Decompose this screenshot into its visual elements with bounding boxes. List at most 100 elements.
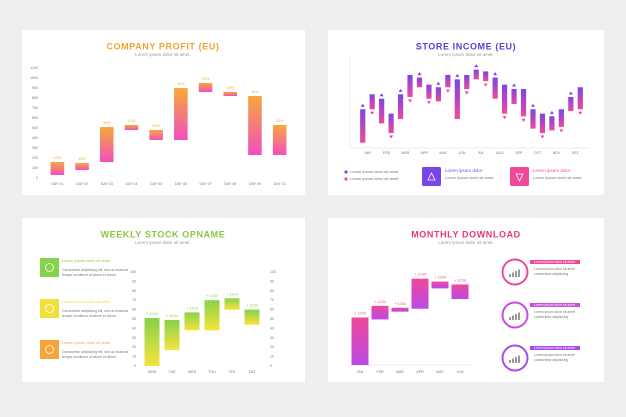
side-title: Lorem ipsum dolor sit amet bbox=[62, 340, 111, 345]
y-tick-label: 60 bbox=[270, 308, 274, 312]
x-tick-label: JUL bbox=[478, 151, 484, 155]
card-text: Lorem ipsum dolor sit amet. bbox=[445, 175, 494, 180]
arrow bbox=[530, 103, 535, 107]
y-tick-label: 70 bbox=[132, 298, 136, 302]
x-tick-label: DAY 10 bbox=[274, 182, 286, 186]
bar bbox=[397, 94, 404, 119]
side-icon-bar bbox=[515, 271, 517, 277]
arrow bbox=[379, 93, 384, 97]
bar bbox=[351, 317, 369, 365]
y-tick-label: 10 bbox=[270, 355, 274, 359]
chart-subtitle: Lorem ipsum dolor sit amet. bbox=[438, 52, 494, 57]
side-text: Lorem ipsum dolor sit amet bbox=[534, 310, 575, 314]
bar bbox=[99, 127, 114, 162]
side-text: tempor incididunt ut labore et dolore bbox=[62, 273, 116, 277]
y-tick-label: 100 bbox=[270, 270, 276, 274]
y-tick-label: 0 bbox=[134, 364, 136, 368]
side-icon-bar bbox=[512, 358, 514, 363]
chart-title: COMPANY PROFIT (EU) bbox=[106, 41, 219, 51]
bar bbox=[473, 69, 479, 80]
side-icon-mark bbox=[45, 345, 54, 354]
side-icon-bar bbox=[512, 315, 514, 320]
side-icon-bar bbox=[509, 274, 511, 277]
x-tick-label: DAY 05 bbox=[150, 182, 162, 186]
x-tick-label: DAY 08 bbox=[224, 182, 236, 186]
x-tick-label: NOV bbox=[553, 151, 561, 155]
x-tick-label: JAN bbox=[364, 151, 371, 155]
y-tick-label: 30 bbox=[132, 336, 136, 340]
y-tick-label: 600 bbox=[32, 116, 38, 120]
bar bbox=[388, 113, 394, 134]
data-label: + 1234 bbox=[166, 314, 178, 318]
bar bbox=[391, 307, 409, 312]
y-tick-label: 60 bbox=[132, 308, 136, 312]
data-label: 10% bbox=[78, 157, 86, 161]
bar bbox=[530, 109, 536, 129]
x-tick-label: SEP bbox=[515, 151, 523, 155]
bar bbox=[223, 92, 238, 96]
card-title: Lorem ipsum dolor bbox=[445, 168, 483, 173]
bar bbox=[248, 96, 262, 155]
side-text: Consectetur adipisicing elit, sed do eiu… bbox=[62, 309, 128, 313]
side-icon bbox=[40, 299, 59, 318]
side-text: Lorem ipsum dolor sit amet bbox=[534, 353, 575, 357]
arrow bbox=[549, 110, 554, 114]
x-tick-label: DAY 02 bbox=[76, 182, 88, 186]
y-tick-label: 30 bbox=[270, 336, 274, 340]
arrow bbox=[464, 91, 469, 95]
side-text: Lorem ipsum dolor sit amet bbox=[534, 267, 575, 271]
bar bbox=[520, 89, 527, 117]
side-header bbox=[530, 303, 580, 307]
arrow bbox=[540, 135, 545, 139]
data-label: + 1234 bbox=[146, 312, 158, 316]
arrow bbox=[512, 83, 517, 87]
bar bbox=[184, 312, 200, 331]
x-tick-label: APR bbox=[421, 151, 429, 155]
data-label: 10% bbox=[251, 90, 259, 94]
side-text: consectetur adipisicing bbox=[534, 272, 568, 276]
bar bbox=[568, 96, 574, 112]
data-label: + 1234 bbox=[186, 306, 198, 310]
data-label: 10% bbox=[276, 119, 284, 123]
y-tick-label: 50 bbox=[132, 317, 136, 321]
bar bbox=[204, 300, 220, 331]
card-icon bbox=[422, 167, 441, 186]
panel bbox=[22, 218, 305, 382]
arrow bbox=[417, 72, 422, 76]
x-tick-label: DAY 03 bbox=[101, 182, 113, 186]
arrow bbox=[436, 81, 441, 85]
side-icon-bar bbox=[518, 312, 520, 320]
arrow bbox=[398, 88, 403, 92]
x-tick-label: THU bbox=[208, 370, 216, 374]
card-arrow bbox=[427, 172, 436, 181]
panel bbox=[328, 218, 604, 382]
x-tick-label: DEC bbox=[572, 151, 580, 155]
bar bbox=[492, 77, 498, 99]
arrow bbox=[389, 135, 394, 139]
bar bbox=[244, 309, 260, 325]
chart-title: STORE INCOME (EU) bbox=[416, 41, 517, 51]
data-label: + 1234 bbox=[394, 302, 406, 306]
chart-subtitle: Lorem ipsum dolor sit amet. bbox=[438, 240, 494, 245]
x-tick-label: AUG bbox=[496, 151, 504, 155]
data-label: 10% bbox=[177, 82, 185, 86]
side-text: consectetur adipisicing bbox=[534, 315, 568, 319]
side-text: tempor incididunt ut labore et dolore bbox=[62, 314, 116, 318]
data-label: + 1234 bbox=[246, 304, 258, 308]
y-tick-label: 200 bbox=[32, 156, 38, 160]
y-tick-label: 20 bbox=[132, 345, 136, 349]
data-label: + 1234 bbox=[226, 292, 238, 296]
card-arrow bbox=[515, 173, 524, 182]
side-icon-bar bbox=[515, 357, 517, 363]
side-icon-bar bbox=[512, 272, 514, 277]
arrow bbox=[360, 103, 365, 107]
data-label: 10% bbox=[152, 124, 160, 128]
legend-label: Lorem ipsum dolor sit amet. bbox=[350, 169, 399, 174]
arrow bbox=[559, 129, 564, 133]
x-tick-label: MAR bbox=[401, 151, 409, 155]
x-tick-label: APR bbox=[416, 370, 424, 374]
side-icon bbox=[40, 340, 59, 359]
x-tick-label: JUN bbox=[457, 370, 464, 374]
y-tick-label: 800 bbox=[32, 96, 38, 100]
